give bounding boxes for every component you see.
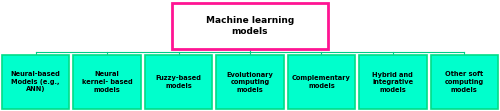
FancyBboxPatch shape <box>172 3 328 49</box>
Text: Complementary
models: Complementary models <box>292 75 351 89</box>
FancyBboxPatch shape <box>288 55 355 109</box>
FancyBboxPatch shape <box>74 55 141 109</box>
Text: Hybrid and
integrative
models: Hybrid and integrative models <box>372 71 414 92</box>
Text: Machine learning
models: Machine learning models <box>206 16 294 36</box>
FancyBboxPatch shape <box>2 55 70 109</box>
FancyBboxPatch shape <box>359 55 426 109</box>
Text: Neural-based
Models (e.g.,
ANN): Neural-based Models (e.g., ANN) <box>11 71 60 92</box>
Text: Other soft
computing
models: Other soft computing models <box>444 71 484 92</box>
FancyBboxPatch shape <box>216 55 284 109</box>
FancyBboxPatch shape <box>145 55 212 109</box>
Text: Neural
kernel- based
models: Neural kernel- based models <box>82 71 132 92</box>
Text: Evolutionary
computing
models: Evolutionary computing models <box>226 71 274 92</box>
FancyBboxPatch shape <box>430 55 498 109</box>
Text: Fuzzy-based
models: Fuzzy-based models <box>156 75 202 89</box>
